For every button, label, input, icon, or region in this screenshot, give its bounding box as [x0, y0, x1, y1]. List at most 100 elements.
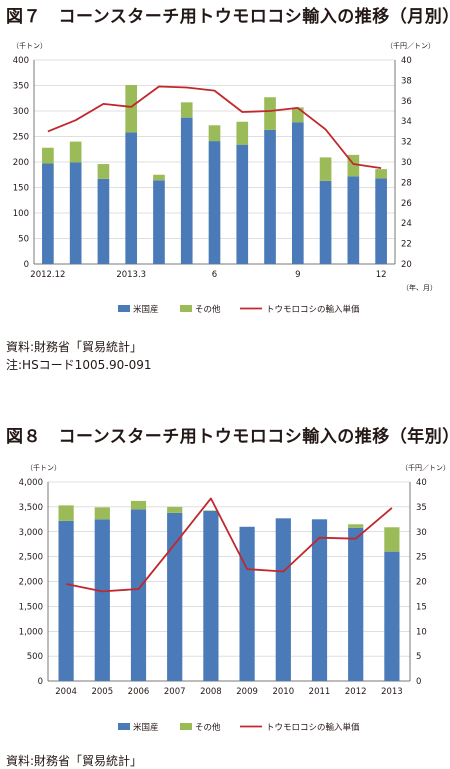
left-axis-tick-label: 2,000 — [19, 578, 43, 588]
bar-us — [69, 162, 82, 264]
left-axis-tick-label: 4,000 — [19, 478, 43, 488]
legend-label-price: トウモロコシの輸入単価 — [266, 722, 360, 733]
bar-other — [125, 84, 138, 133]
right-axis-tick-label: 30 — [401, 158, 412, 168]
x-tick-label: 2010 — [272, 687, 294, 697]
x-tick-label: 2004 — [55, 687, 77, 697]
bar-us — [125, 132, 138, 264]
bar-other — [236, 121, 249, 145]
right-axis-tick-label: 25 — [416, 553, 427, 563]
bar-us — [167, 512, 183, 681]
bar-us — [375, 178, 387, 264]
x-tick-label: 9 — [295, 270, 300, 280]
legend-label-us: 米国産 — [133, 304, 159, 315]
bar-us — [94, 519, 110, 681]
left-axis-tick-label: 250 — [13, 133, 29, 143]
bar-us — [58, 520, 74, 681]
bar-other — [384, 527, 400, 552]
left-axis-tick-label: 1,000 — [19, 627, 43, 637]
right-axis-tick-label: 26 — [401, 199, 412, 209]
bar-us — [311, 519, 328, 681]
right-axis-tick-label: 5 — [416, 652, 421, 662]
left-axis-tick-label: 400 — [13, 56, 29, 66]
left-axis-tick-label: 500 — [27, 652, 43, 662]
legend-label-us: 米国産 — [133, 722, 159, 733]
bar-other — [97, 164, 110, 179]
figure8-chart: （千トン） （千円／トン） 0 500 1,000 1,500 2,000 2,500 3,00… — [19, 463, 450, 733]
bar-other — [167, 506, 183, 513]
legend-swatch-other — [180, 723, 192, 730]
bar-us — [239, 526, 255, 681]
bar-other — [291, 107, 304, 123]
right-axis-tick-label: 34 — [401, 117, 412, 127]
left-axis-tick-label: 0 — [24, 260, 29, 270]
bar-other — [319, 157, 332, 181]
figure7-chart: （千トン） （千円／トン） 0 50 100 150 200 250 300 350 400 20 22… — [12, 41, 437, 315]
bar-other — [58, 505, 74, 521]
left-axis-tick-label: 3,000 — [19, 528, 43, 538]
bar-other — [153, 174, 165, 181]
right-axis-tick-label: 38 — [401, 76, 412, 86]
legend-swatch-us — [118, 305, 130, 312]
x-tick-label: 2011 — [309, 687, 331, 697]
right-axis-unit: （千円／トン） — [386, 41, 435, 50]
left-axis-tick-label: 1,500 — [19, 602, 43, 612]
x-axis-unit: （年、月） — [402, 283, 437, 292]
bar-us — [42, 163, 54, 264]
bar-other — [69, 141, 82, 163]
x-tick-label: 12 — [376, 270, 387, 280]
bar-us — [319, 180, 332, 264]
left-axis-tick-label: 300 — [13, 107, 29, 117]
bar-other — [375, 169, 387, 179]
x-tick-label: 2007 — [164, 687, 186, 697]
legend-label-other: その他 — [195, 722, 221, 733]
bar-other — [180, 102, 193, 118]
bar-us — [348, 527, 364, 681]
right-axis-tick-label: 10 — [416, 627, 427, 637]
left-axis-tick-label: 2,500 — [19, 553, 43, 563]
left-axis-tick-label: 150 — [13, 184, 29, 194]
bar-us — [275, 518, 291, 681]
bar-us — [153, 180, 165, 264]
right-axis-tick-label: 22 — [401, 240, 412, 250]
figure8-source: 資料:財務省「貿易統計」 — [6, 754, 143, 768]
figure7-source: 資料:財務省「貿易統計」 — [6, 340, 143, 354]
right-axis-tick-label: 32 — [401, 138, 412, 148]
x-tick-label: 2012.12 — [30, 270, 65, 280]
x-tick-label: 6 — [212, 270, 217, 280]
x-tick-label: 2009 — [236, 687, 258, 697]
left-axis-tick-label: 350 — [13, 82, 29, 92]
left-axis-tick-label: 3,500 — [19, 503, 43, 513]
right-axis-unit: （千円／トン） — [401, 463, 450, 472]
figure7-note: 注:HSコード1005.90-091 — [6, 358, 152, 372]
bar-other — [42, 147, 54, 164]
x-tick-label: 2008 — [200, 687, 222, 697]
left-axis-tick-label: 200 — [13, 158, 29, 168]
legend-label-price: トウモロコシの輸入単価 — [266, 304, 360, 315]
legend-swatch-us — [118, 723, 130, 730]
bar-other — [94, 507, 110, 520]
bar-us — [384, 551, 400, 681]
right-axis-tick-label: 28 — [401, 178, 412, 188]
bar-other — [347, 154, 360, 177]
right-axis-tick-label: 40 — [401, 56, 412, 66]
left-axis-tick-label: 0 — [38, 677, 43, 687]
right-axis-tick-label: 20 — [416, 578, 427, 588]
bar-us — [180, 117, 193, 264]
x-tick-label: 2013 — [381, 687, 403, 697]
x-tick-label: 2005 — [91, 687, 113, 697]
left-axis-tick-label: 100 — [13, 209, 29, 219]
bar-other — [208, 125, 221, 142]
price-line — [65, 497, 393, 593]
x-tick-label: 2006 — [128, 687, 150, 697]
right-axis-tick-label: 0 — [416, 677, 421, 687]
bar-us — [264, 129, 276, 264]
bar-us — [291, 122, 304, 264]
right-axis-tick-label: 24 — [401, 219, 412, 229]
bar-us — [347, 176, 360, 264]
right-axis-tick-label: 40 — [416, 478, 427, 488]
bar-us — [130, 509, 147, 681]
bar-other — [130, 500, 147, 510]
bar-us — [236, 144, 249, 264]
bar-us — [97, 178, 110, 264]
